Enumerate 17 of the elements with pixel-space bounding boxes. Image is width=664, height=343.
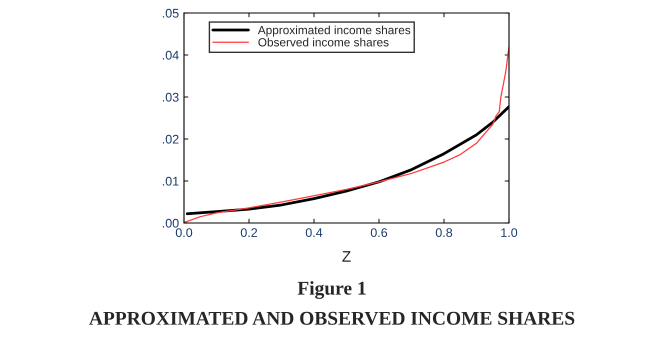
text: APPROXIMATED AND OBSERVED INCOME SHARES: [89, 312, 574, 325]
x-tick-label: 0.8: [436, 228, 452, 238]
caption: Figure 1: [298, 281, 366, 299]
x-tick-label: 0.0: [176, 228, 192, 238]
y-tick-label: .03: [162, 92, 179, 102]
y-tick-label: .02: [162, 134, 179, 144]
y-tick-label: .01: [162, 176, 179, 186]
legend-label: Approximated income shares: [258, 26, 410, 37]
x-tick-label: 0.4: [306, 228, 322, 238]
y-tick-label: .04: [162, 50, 179, 60]
x-axis-title: Z: [342, 251, 351, 262]
legend-label: Observed income shares: [258, 38, 389, 46]
x-tick-label: 0.6: [370, 228, 388, 238]
x-tick-label: 0.2: [240, 228, 258, 238]
x-tick-label: 1.0: [501, 228, 518, 238]
y-tick-label: .00: [162, 218, 179, 228]
y-tick-label: .05: [162, 8, 179, 18]
